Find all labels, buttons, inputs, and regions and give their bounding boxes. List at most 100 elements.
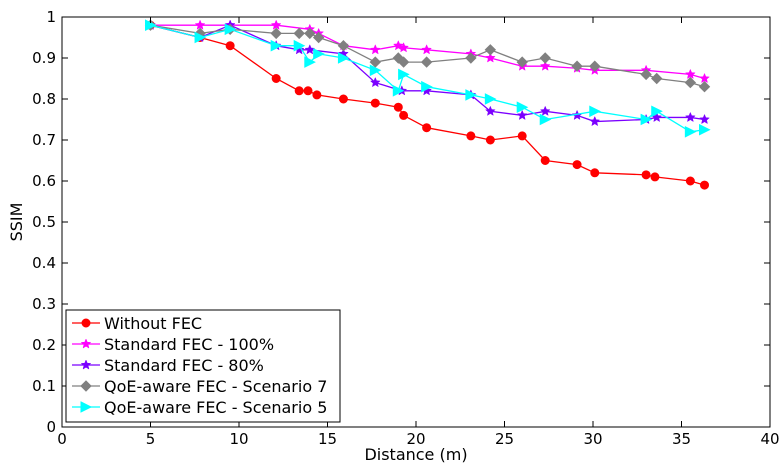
data-point [399,110,409,120]
data-point [651,72,663,85]
series-4 [145,19,711,138]
data-point [398,68,410,81]
data-point [641,170,651,180]
data-point [421,80,433,93]
data-point [369,44,381,55]
data-point [397,56,410,68]
data-point [370,98,380,108]
y-tick-label: 0.5 [32,213,56,231]
data-point [539,113,552,126]
y-tick-label: 1 [46,8,56,26]
data-point [294,86,304,96]
y-tick-label: 0.8 [32,90,56,108]
data-point [225,41,235,51]
x-tick-label: 0 [57,430,67,448]
data-point [572,160,582,170]
series-line [150,24,705,88]
y-tick-label: 0.1 [32,377,56,395]
data-point [293,39,306,52]
axes: 0 5 10 15 20 25 30 35 40 0 0.1 0.2 0.3 0.4 0.5 0.6 0.7 0.… [32,8,779,448]
legend-item: QoE-aware FEC - Scenario 7 [72,377,327,396]
data-point [398,42,409,53]
data-point [640,113,653,126]
data-point [640,68,652,81]
legend-swatch-marker [81,318,91,328]
data-point [194,31,207,44]
legend-swatch-marker [80,359,92,370]
data-point [303,86,313,96]
data-point [484,44,497,56]
data-point [699,123,711,136]
legend-swatch-marker [80,380,92,392]
x-tick-label: 40 [760,430,779,448]
legend-box [65,309,341,423]
legend-label: Standard FEC - 100% [104,335,274,354]
data-point [539,52,551,64]
legend-item: Standard FEC - 100% [72,335,274,354]
series-line [150,24,705,186]
x-tick-label: 25 [495,430,514,448]
data-point [699,113,710,125]
data-point [484,105,496,116]
data-point [517,131,527,141]
y-tick-label: 0.2 [32,336,56,354]
legend-item: Without FEC [72,314,202,333]
data-point [700,180,710,190]
legend-item: QoE-aware FEC - Scenario 5 [72,398,327,417]
data-point [539,60,551,71]
data-point [393,102,403,112]
data-point [516,109,528,120]
data-point [684,76,697,89]
data-point [571,60,583,72]
y-axis-label: SSIM [7,203,26,242]
legend-label: QoE-aware FEC - Scenario 5 [104,398,327,417]
legend-label: Without FEC [104,314,202,333]
data-point [338,94,348,104]
data-point [270,19,282,30]
data-point [684,125,697,138]
plot-area [144,19,711,190]
data-point [313,48,325,60]
data-point [465,52,477,64]
data-point [589,105,601,118]
data-point [194,19,206,30]
data-point [337,39,350,52]
y-tick-label: 0.3 [32,295,56,313]
x-axis-label: Distance (m) [364,445,467,464]
data-point [270,39,283,52]
x-tick-label: 35 [672,430,691,448]
data-point [304,27,316,40]
data-point [466,131,476,141]
data-point [698,80,711,93]
data-point [539,105,551,116]
data-point [684,111,696,123]
data-point [369,64,382,77]
data-point [485,135,495,145]
y-tick-label: 0.6 [32,172,56,190]
data-point [369,76,381,88]
data-point [312,90,322,100]
x-tick-label: 15 [318,430,337,448]
data-point [516,56,528,68]
data-point [484,93,497,105]
data-point [484,52,496,63]
data-point [293,27,305,40]
data-point [420,56,433,68]
data-point [650,172,660,182]
data-point [699,72,710,84]
legend-item: Standard FEC - 80% [72,356,264,375]
data-point [516,101,529,114]
data-point [589,115,601,127]
x-tick-label: 20 [406,430,425,448]
y-tick-label: 0.7 [32,131,56,149]
data-point [465,89,477,101]
y-tick-label: 0.4 [32,254,56,272]
y-tick-label: 0 [46,418,56,436]
data-point [304,44,316,55]
data-point [590,168,600,178]
x-tick-label: 10 [229,430,248,448]
data-point [422,123,432,133]
series-3 [144,19,711,93]
data-point [540,156,550,165]
y-tick-label: 0.9 [32,49,56,67]
